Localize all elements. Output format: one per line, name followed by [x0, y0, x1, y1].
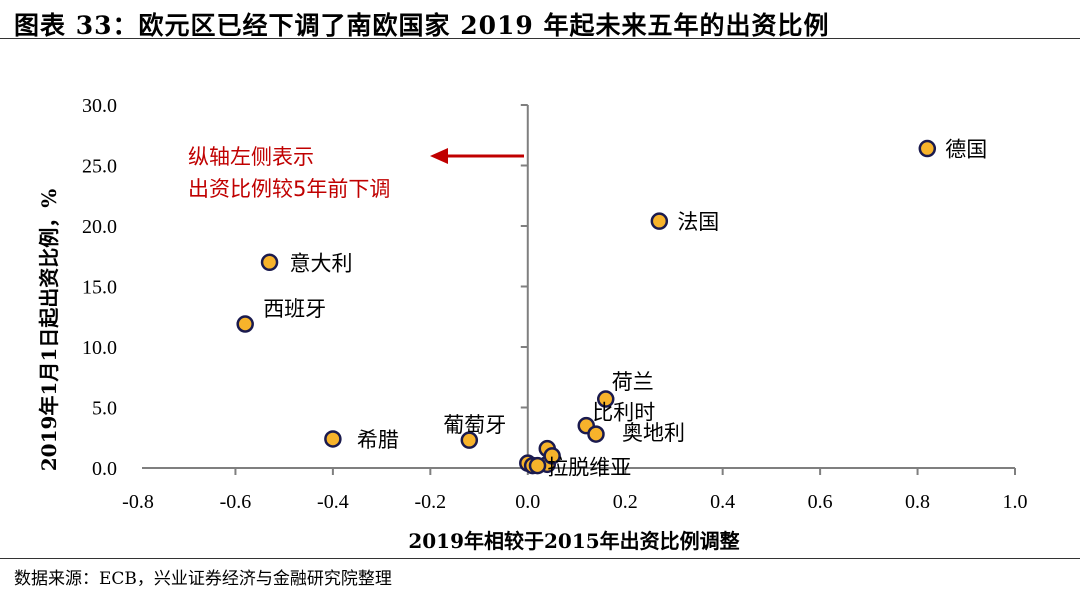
data-point	[543, 447, 561, 465]
point-label: 希腊	[357, 428, 399, 452]
x-tick-label: -0.2	[414, 491, 446, 513]
source-note: 数据来源：ECB，兴业证券经济与金融研究院整理	[14, 569, 392, 589]
annotation-line-2: 出资比例较5年前下调	[188, 177, 390, 201]
x-tick-label: -0.4	[317, 491, 349, 513]
data-point	[596, 390, 615, 408]
page-title: 图表 33：欧元区已经下调了南欧国家 2019 年起未来五年的出资比例	[14, 11, 830, 40]
y-tick-label: 10.0	[82, 337, 117, 359]
title-divider	[0, 38, 1080, 39]
data-point	[260, 253, 279, 272]
footer-divider	[0, 558, 1080, 559]
x-tick-label: 0.0	[515, 491, 540, 513]
point-label: 拉脱维亚	[547, 455, 631, 479]
x-tick-label: 1.0	[1003, 491, 1028, 513]
x-tick-label: -0.8	[122, 491, 154, 513]
x-tick-label: -0.6	[220, 491, 252, 513]
point-label: 法国	[677, 210, 719, 234]
point-label: 葡萄牙	[443, 413, 506, 437]
x-axis-label: 2019年相较于2015年出资比例调整	[408, 529, 739, 553]
annotation-line-1: 纵轴左侧表示	[188, 145, 314, 169]
y-tick-label: 0.0	[92, 458, 117, 480]
point-label: 比利时	[592, 401, 655, 425]
y-tick-label: 15.0	[82, 277, 117, 299]
x-tick-label: 0.8	[905, 491, 930, 513]
point-label: 奥地利	[622, 421, 685, 445]
x-axis-ticks: -0.8 -0.6 -0.4 -0.2 0.0 0.2 0.4 0.6 0.8 1.0	[122, 468, 1028, 513]
data-point	[236, 315, 254, 333]
point-label: 德国	[945, 138, 987, 162]
point-label: 荷兰	[612, 370, 654, 394]
point-label: 西班牙	[263, 297, 326, 321]
data-point	[587, 425, 605, 443]
y-tick-label: 30.0	[82, 95, 117, 117]
data-point	[460, 431, 479, 449]
point-label: 意大利	[290, 251, 353, 275]
x-tick-label: 0.6	[808, 491, 833, 513]
y-axis-label: 2019年1月1日起出资比例，%	[37, 189, 61, 472]
data-point	[324, 430, 342, 448]
annotation-arrow	[430, 148, 524, 164]
y-tick-label: 5.0	[92, 398, 117, 420]
y-tick-label: 25.0	[82, 156, 117, 178]
data-point	[650, 212, 669, 230]
data-point	[918, 139, 937, 158]
x-tick-label: 0.4	[710, 491, 735, 513]
x-tick-label: 0.2	[613, 491, 638, 513]
data-points	[236, 139, 937, 475]
y-tick-label: 20.0	[82, 216, 117, 238]
data-point	[528, 456, 547, 475]
y-axis-ticks: 0.0 5.0 10.0 15.0 20.0 25.0 30.0	[82, 95, 528, 480]
